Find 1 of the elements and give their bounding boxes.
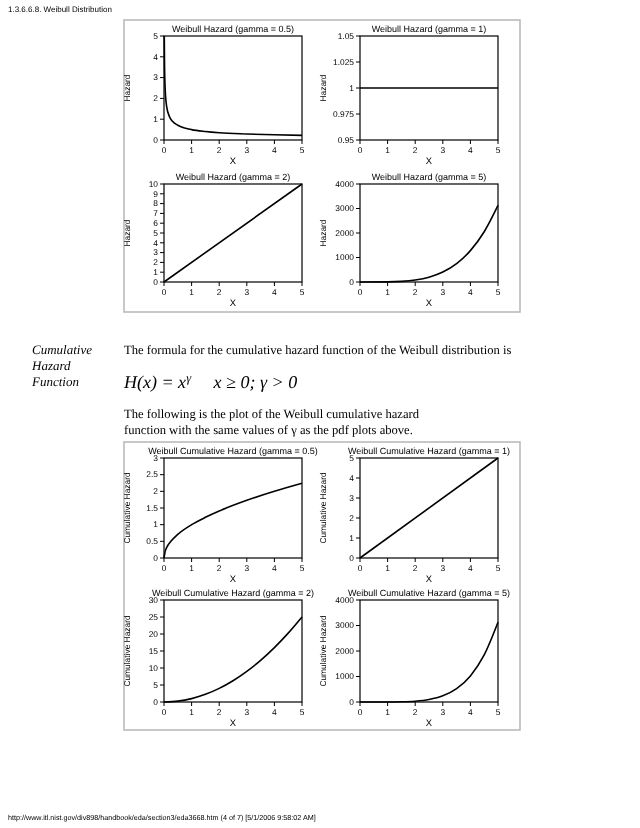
text: H(x) = x$^{γ}$ x ≥ 0; γ > 0 [124, 371, 298, 392]
